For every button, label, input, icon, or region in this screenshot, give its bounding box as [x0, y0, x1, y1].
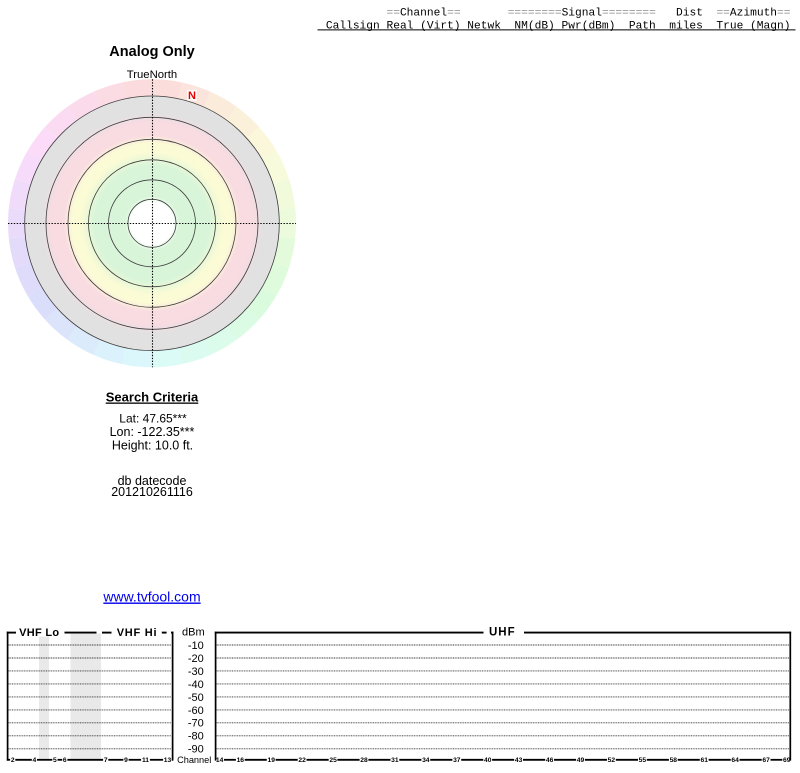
svg-text:-20: -20	[188, 653, 204, 665]
svg-text:9: 9	[124, 757, 128, 764]
svg-text:-50: -50	[188, 692, 204, 704]
svg-text:67: 67	[762, 757, 770, 764]
svg-text:58: 58	[670, 757, 678, 764]
svg-text:16: 16	[237, 757, 245, 764]
svg-text:Search Criteria: Search Criteria	[106, 390, 199, 405]
svg-text:69: 69	[783, 757, 791, 764]
svg-text:www.tvfool.com: www.tvfool.com	[102, 589, 200, 605]
svg-text:dBm: dBm	[182, 627, 205, 639]
svg-text:db datecode: db datecode	[118, 474, 187, 488]
svg-text:TrueNorth: TrueNorth	[127, 69, 177, 81]
svg-text:46: 46	[546, 757, 554, 764]
svg-text:-10: -10	[188, 640, 204, 652]
svg-text:Height: 10.0 ft.: Height: 10.0 ft.	[112, 439, 193, 453]
svg-text:37: 37	[453, 757, 461, 764]
svg-text:52: 52	[608, 757, 616, 764]
svg-text:28: 28	[360, 757, 368, 764]
svg-text:-30: -30	[188, 666, 204, 678]
svg-text:64: 64	[731, 757, 739, 764]
svg-text:UHF: UHF	[489, 627, 516, 639]
svg-text:VHF Hi: VHF Hi	[117, 627, 158, 639]
svg-text:61: 61	[700, 757, 708, 764]
svg-text:N: N	[188, 90, 196, 102]
svg-text:-90: -90	[188, 744, 204, 756]
svg-text:4: 4	[33, 757, 37, 764]
svg-text:201210261116: 201210261116	[111, 485, 193, 499]
svg-text:Channel: Channel	[177, 755, 211, 765]
svg-text:11: 11	[142, 757, 149, 764]
svg-text:31: 31	[391, 757, 399, 764]
svg-text:Callsign Real (Virt) Netwk NM: Callsign Real (Virt) Netwk NM(dB) Pwr(dB…	[326, 21, 791, 33]
svg-text:VHF Lo: VHF Lo	[19, 627, 59, 639]
svg-text:Analog Only: Analog Only	[109, 44, 194, 60]
svg-text:55: 55	[639, 757, 647, 764]
svg-text:25: 25	[329, 757, 337, 764]
svg-text:22: 22	[298, 757, 306, 764]
svg-text:Lat: 47.65***: Lat: 47.65***	[119, 412, 187, 426]
svg-text:-40: -40	[188, 679, 204, 691]
svg-text:-80: -80	[188, 731, 204, 743]
svg-text:Lon: -122.35***: Lon: -122.35***	[110, 425, 195, 439]
svg-text:49: 49	[577, 757, 585, 764]
svg-text:6: 6	[63, 757, 67, 764]
svg-text:==Channel== ========Sign: ==Channel== ========Signal======== Dist …	[326, 7, 791, 19]
svg-text:-60: -60	[188, 705, 204, 717]
svg-text:13: 13	[164, 757, 172, 764]
svg-text:40: 40	[484, 757, 492, 764]
svg-text:-70: -70	[188, 718, 204, 730]
svg-text:19: 19	[267, 757, 275, 764]
svg-text:34: 34	[422, 757, 430, 764]
svg-text:14: 14	[216, 757, 224, 764]
svg-text:2: 2	[11, 757, 15, 764]
svg-text:43: 43	[515, 757, 523, 764]
svg-text:7: 7	[104, 757, 108, 764]
svg-text:5: 5	[53, 757, 57, 764]
